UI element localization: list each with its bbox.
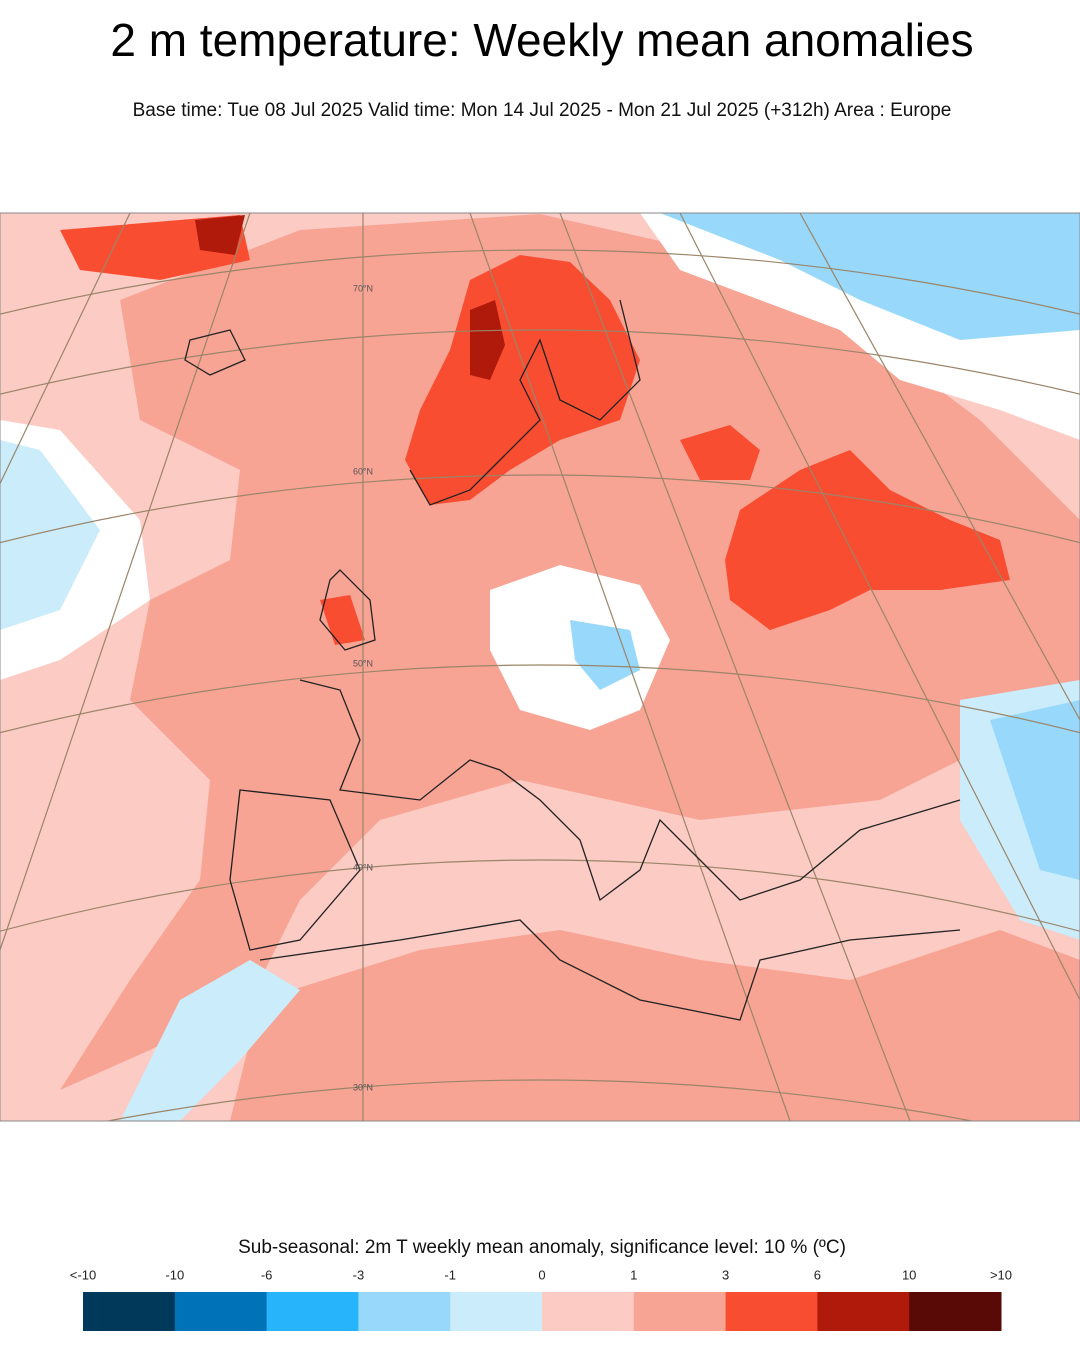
legend-label: 3 bbox=[722, 1267, 729, 1282]
legend-swatch bbox=[174, 1292, 268, 1331]
latitude-label: 40°N bbox=[353, 862, 373, 872]
region-very-hot-greenland bbox=[195, 215, 245, 255]
region-cool-atlantic bbox=[0, 440, 100, 630]
latitude-label: 30°N bbox=[353, 1082, 373, 1092]
legend-label: 1 bbox=[630, 1267, 637, 1282]
legend-label: >10 bbox=[990, 1267, 1012, 1282]
legend-swatch bbox=[266, 1292, 359, 1331]
coastlines bbox=[184, 299, 961, 1021]
legend-swatch bbox=[450, 1292, 543, 1331]
latitude-label: 60°N bbox=[353, 466, 373, 476]
latitude-labels: 70°N 60°N 50°N 40°N 30°N bbox=[353, 283, 373, 1092]
region-warm-south bbox=[230, 930, 1080, 1121]
legend-swatch bbox=[909, 1292, 1002, 1331]
title: 2 m temperature: Weekly mean anomalies bbox=[110, 14, 973, 66]
map: 70°N 60°N 50°N 40°N 30°N bbox=[0, 212, 1080, 1122]
latitude-label: 50°N bbox=[353, 658, 373, 668]
latitude-label: 70°N bbox=[353, 283, 373, 293]
region-hot-russia bbox=[725, 450, 1010, 630]
legend-label: <-10 bbox=[70, 1267, 96, 1282]
legend-label: -1 bbox=[444, 1267, 456, 1282]
legend-label: -10 bbox=[165, 1267, 184, 1282]
legend-swatch bbox=[725, 1292, 818, 1331]
graticule bbox=[0, 213, 1080, 1121]
subtitle: Base time: Tue 08 Jul 2025 Valid time: M… bbox=[133, 100, 952, 121]
legend-label: 6 bbox=[814, 1267, 821, 1282]
region-hot-blob bbox=[680, 425, 760, 480]
legend-swatch bbox=[358, 1292, 451, 1331]
legend-label: 10 bbox=[902, 1267, 916, 1282]
legend-swatch bbox=[83, 1292, 176, 1331]
region-cool-morocco bbox=[120, 960, 300, 1121]
legend: <-10 -10 -6 -3 -1 0 1 3 6 10 >10 bbox=[70, 1267, 1012, 1331]
region-cooler-east bbox=[990, 700, 1080, 880]
region-cool-north bbox=[660, 213, 1080, 340]
region-cool-alps bbox=[570, 620, 640, 690]
region-very-hot bbox=[470, 300, 505, 380]
legend-label: 0 bbox=[538, 1267, 545, 1282]
legend-label: -3 bbox=[353, 1267, 365, 1282]
legend-swatch bbox=[542, 1292, 635, 1331]
map-frame bbox=[0, 212, 1080, 1122]
legend-swatch bbox=[633, 1292, 727, 1331]
legend-label: -6 bbox=[261, 1267, 273, 1282]
legend-swatch bbox=[817, 1292, 910, 1331]
legend-title: Sub-seasonal: 2m T weekly mean anomaly, … bbox=[238, 1237, 846, 1258]
region-hot-scandinavia bbox=[405, 255, 640, 505]
